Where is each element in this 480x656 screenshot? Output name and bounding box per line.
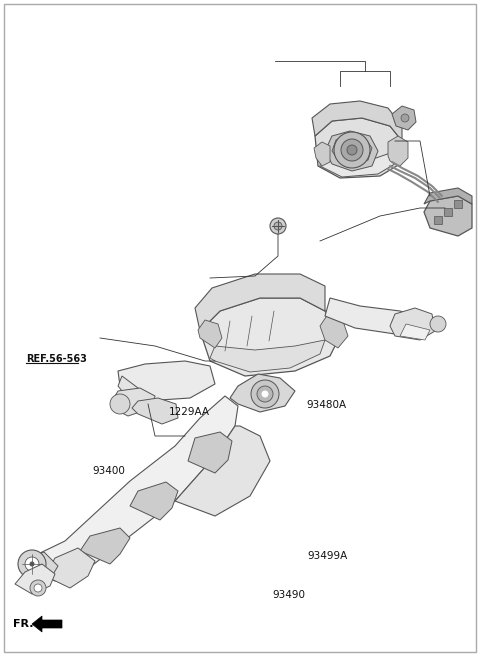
Polygon shape <box>424 196 472 236</box>
Polygon shape <box>320 151 398 177</box>
Text: REF.56-563: REF.56-563 <box>26 354 87 364</box>
Polygon shape <box>45 548 95 588</box>
Text: FR.: FR. <box>13 619 34 629</box>
Polygon shape <box>188 432 232 473</box>
Text: 93480A: 93480A <box>306 400 347 411</box>
Circle shape <box>341 139 363 161</box>
Text: 93490: 93490 <box>273 590 306 600</box>
Circle shape <box>262 391 268 397</box>
Polygon shape <box>195 274 325 331</box>
Text: 93400: 93400 <box>93 466 125 476</box>
Polygon shape <box>312 101 402 141</box>
Circle shape <box>334 132 370 168</box>
Polygon shape <box>320 314 348 348</box>
Circle shape <box>18 550 46 578</box>
Circle shape <box>251 380 279 408</box>
Circle shape <box>274 222 282 230</box>
Circle shape <box>30 580 46 596</box>
Circle shape <box>270 218 286 234</box>
Text: 93499A: 93499A <box>307 551 348 562</box>
Polygon shape <box>22 552 58 582</box>
Circle shape <box>347 145 357 155</box>
Polygon shape <box>175 426 270 516</box>
Polygon shape <box>32 616 62 632</box>
Polygon shape <box>392 106 416 130</box>
Polygon shape <box>454 200 462 208</box>
Polygon shape <box>15 564 55 594</box>
Polygon shape <box>132 398 178 424</box>
Circle shape <box>30 562 34 566</box>
Polygon shape <box>400 324 430 340</box>
Circle shape <box>257 386 273 402</box>
Polygon shape <box>315 118 402 178</box>
Polygon shape <box>198 320 222 348</box>
Polygon shape <box>325 298 418 334</box>
Circle shape <box>25 557 39 571</box>
Text: 1229AA: 1229AA <box>169 407 210 417</box>
Polygon shape <box>28 396 238 581</box>
Polygon shape <box>118 361 215 401</box>
Polygon shape <box>80 528 130 564</box>
Polygon shape <box>130 482 178 520</box>
Polygon shape <box>424 188 472 204</box>
Polygon shape <box>314 142 330 166</box>
Circle shape <box>34 584 42 592</box>
Polygon shape <box>210 340 325 372</box>
Circle shape <box>401 114 409 122</box>
Polygon shape <box>200 298 340 376</box>
Polygon shape <box>434 216 442 224</box>
Polygon shape <box>118 376 152 406</box>
Polygon shape <box>112 388 155 416</box>
Polygon shape <box>325 131 378 171</box>
Circle shape <box>110 394 130 414</box>
Circle shape <box>430 316 446 332</box>
Polygon shape <box>230 374 295 412</box>
Polygon shape <box>390 308 435 340</box>
Polygon shape <box>332 134 372 166</box>
Polygon shape <box>444 208 452 216</box>
Polygon shape <box>388 136 408 166</box>
